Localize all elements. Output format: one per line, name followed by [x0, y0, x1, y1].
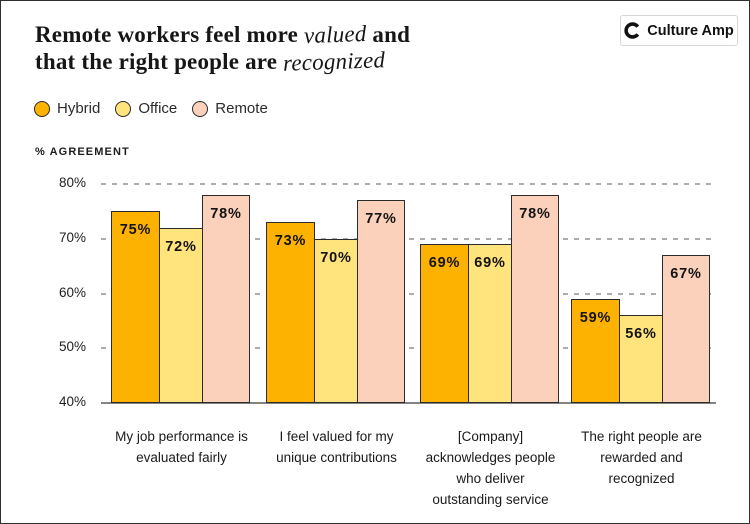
culture-amp-logo-text: Culture Amp [647, 22, 734, 39]
category-label-line: [Company] [457, 429, 524, 444]
bar-office-1: 70% [314, 239, 358, 403]
culture-amp-logo: Culture Amp [620, 15, 738, 46]
plot-area: 75% 73% 69% 59% 72% 70% 69% 56% 78% 77% 78% 67% [101, 183, 716, 404]
y-tick-label-50: 50% [58, 339, 86, 355]
bar-value-label: 69% [474, 255, 506, 271]
gridline-50 [101, 347, 716, 350]
legend-label: Hybrid [57, 100, 101, 117]
bar-value-label: 77% [365, 211, 397, 227]
y-tick-label-80: 80% [58, 175, 86, 190]
title-text: Remote workers feel more [35, 22, 304, 47]
legend-item-office: Office [115, 100, 177, 117]
page-title: Remote workers feel more valued and that… [35, 21, 505, 76]
legend-swatch-icon [115, 100, 132, 117]
title-text: that the right people are [35, 49, 284, 74]
category-label-line: The right people are [581, 429, 702, 444]
title-script-word-recognized: recognized [282, 47, 386, 76]
bar-value-label: 73% [274, 233, 307, 249]
category-label-line: recognized [608, 471, 675, 486]
bar-hybrid-2: 69% [420, 244, 469, 403]
legend-item-remote: Remote [192, 100, 268, 117]
bar-value-label: 59% [579, 310, 612, 326]
category-label-line: rewarded and [600, 450, 683, 465]
title-script-word-valued: valued [303, 20, 367, 49]
y-tick-label-60: 60% [58, 284, 86, 300]
category-label-2: [Company] acknowledges people who deliver o… [401, 426, 581, 510]
bar-value-label: 69% [428, 255, 461, 271]
title-text: and [366, 22, 411, 47]
legend-swatch-icon [192, 100, 209, 117]
category-label-line: unique contributions [276, 450, 397, 465]
category-label-line: outstanding service [432, 492, 549, 507]
legend-label: Office [138, 100, 178, 117]
bar-office-3: 56% [619, 315, 663, 403]
category-label-line: I feel valued for my [279, 429, 394, 444]
gridline-60 [101, 292, 716, 295]
bar-value-label: 72% [165, 239, 197, 255]
y-tick-label-40: 40% [58, 394, 86, 409]
y-axis-title: % AGREEMENT [35, 146, 130, 158]
bar-hybrid-1: 73% [266, 222, 315, 403]
legend-swatch-icon [34, 100, 50, 117]
bar-office-2: 69% [468, 244, 512, 403]
category-label-0: My job performance is evaluated fairly [92, 426, 272, 468]
bar-office-0: 72% [159, 228, 203, 403]
bar-hybrid-3: 59% [571, 299, 620, 403]
bar-remote-0: 78% [202, 195, 250, 403]
legend-item-hybrid: Hybrid [34, 100, 100, 117]
bar-value-label: 78% [210, 206, 242, 222]
culture-amp-c-icon [624, 22, 641, 39]
bar-remote-1: 77% [357, 200, 405, 403]
x-axis-line [101, 402, 716, 404]
gridline-70 [101, 237, 716, 240]
gridline-80 [101, 183, 716, 185]
category-label-line: acknowledges people [425, 450, 556, 465]
bar-value-label: 75% [119, 222, 152, 238]
category-label-line: who deliver [456, 471, 525, 486]
bar-value-label: 78% [519, 206, 551, 222]
chart-legend: Hybrid Office Remote [34, 100, 268, 117]
category-label-3: The right people are rewarded and recogniz… [552, 426, 732, 489]
bar-value-label: 56% [625, 326, 657, 342]
category-label-line: evaluated fairly [136, 450, 227, 465]
title-line-1: Remote workers feel more valued and [35, 21, 505, 48]
bar-remote-2: 78% [511, 195, 559, 403]
category-label-line: My job performance is [115, 429, 248, 444]
bar-hybrid-0: 75% [111, 211, 160, 403]
y-tick-label-70: 70% [58, 229, 86, 245]
bar-remote-3: 67% [662, 255, 710, 403]
legend-label: Remote [215, 100, 268, 117]
category-label-1: I feel valued for my unique contributions [247, 426, 427, 468]
bar-value-label: 67% [670, 266, 702, 282]
bar-value-label: 70% [320, 250, 352, 266]
title-line-2: that the right people are recognized [35, 47, 505, 76]
